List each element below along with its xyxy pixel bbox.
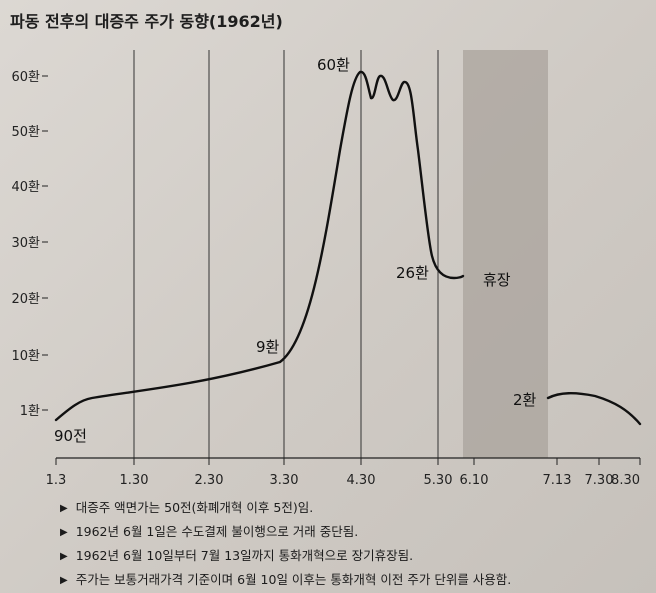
vertical-grid: [133, 50, 439, 458]
suspension-shaded-region: [463, 50, 548, 458]
series-line-before-suspension: [54, 70, 465, 422]
chart-title: 파동 전후의 대증주 주가 동향(1962년): [10, 12, 283, 31]
footnote: 1962년 6월 10일부터 7월 13일까지 통화개혁으로 장기휴장됨.: [60, 545, 511, 569]
x-tick-label: 1.30: [120, 473, 149, 488]
y-tick-label: 1환: [20, 404, 40, 419]
y-tick-label: 50환: [11, 125, 40, 140]
x-tick-label: 3.30: [270, 473, 299, 488]
footnote: 1962년 6월 1일은 수도결제 불이행으로 거래 중단됨.: [60, 521, 511, 545]
y-tick-label: 60환: [11, 70, 40, 85]
x-tick-label: 2.30: [195, 473, 224, 488]
x-tick-label: 5.30: [424, 473, 453, 488]
annotation-26hwan: 26환: [396, 264, 429, 282]
y-tick-label: 40환: [11, 180, 40, 195]
y-axis: 1환 10환 20환 30환 40환 50환 60환: [11, 70, 48, 419]
x-tick-label: 6.10: [460, 473, 489, 488]
x-tick-label: 7.30: [585, 473, 614, 488]
footnote: 주가는 보통거래가격 기준이며 6월 10일 이후는 통화개혁 이전 주가 단위…: [60, 569, 512, 593]
x-tick-label: 8.30: [611, 473, 640, 488]
y-tick-label: 20환: [11, 292, 40, 307]
x-axis: 1.3 1.30 2.30 3.30 4.30 5.30 6.10 7.13 7.308.30: [46, 458, 641, 488]
annotation-90jeon: 90전: [54, 427, 87, 445]
x-tick-label: 7.13: [543, 473, 572, 488]
y-tick-label: 10환: [11, 349, 40, 364]
series-line-after-reform: [546, 392, 642, 426]
y-tick-label: 30환: [11, 236, 40, 251]
footnote: 대증주 액면가는 50전(화폐개혁 이후 5전)임.: [60, 497, 511, 521]
annotation-9hwan: 9환: [256, 338, 280, 356]
footnotes: 대증주 액면가는 50전(화폐개혁 이후 5전)임. 1962년 6월 1일은 …: [60, 497, 512, 593]
x-tick-label: 4.30: [347, 473, 376, 488]
annotation-60hwan: 60환: [317, 56, 350, 74]
x-tick-label: 1.3: [46, 473, 67, 488]
annotation-2hwan: 2환: [513, 391, 537, 409]
shaded-region-label: 휴장: [483, 271, 511, 289]
